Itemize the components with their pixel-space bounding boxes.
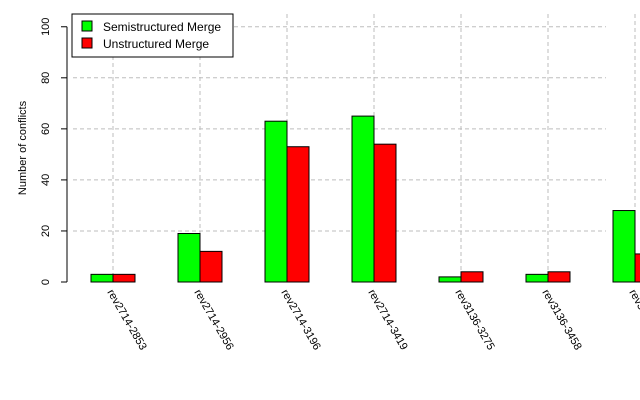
bar-semistructured-merge-rev3136-3555 bbox=[612, 210, 636, 283]
x-tick-label: rev2714-3419 bbox=[365, 288, 409, 353]
y-axis: 0 20 40 60 80 100 bbox=[40, 18, 68, 285]
bar-semistructured-merge-rev3136-3458 bbox=[525, 273, 549, 283]
y-axis-label: Number of conflicts bbox=[17, 100, 29, 195]
x-tick-label: rev2714-2956 bbox=[191, 288, 235, 353]
grid-lines bbox=[73, 14, 636, 282]
x-tick-label: rev3136-3555 bbox=[626, 288, 640, 353]
bar-unstructured-merge-rev3136-3458 bbox=[547, 271, 571, 283]
bar-unstructured-merge-rev2714-2853 bbox=[112, 273, 136, 283]
y-tick-label: 40 bbox=[40, 174, 52, 186]
bar-semistructured-merge-rev2714-2956 bbox=[177, 233, 201, 283]
bar-unstructured-merge-rev2714-2956 bbox=[199, 250, 223, 283]
legend: Semistructured Merge Unstructured Merge bbox=[71, 13, 234, 58]
bar-unstructured-merge-rev2714-3419 bbox=[373, 143, 397, 283]
bar-semistructured-merge-rev3136-3275 bbox=[438, 276, 462, 283]
x-tick-label: rev3136-3275 bbox=[452, 288, 496, 353]
x-axis-tick-labels: rev2714-2853 rev2714-2956 rev2714-3196 rev2… bbox=[104, 288, 640, 353]
bar-semistructured-merge-rev2714-2853 bbox=[90, 273, 114, 283]
x-tick-label: rev2714-2853 bbox=[104, 288, 148, 353]
x-tick-label: rev3136-3458 bbox=[539, 288, 583, 353]
legend-swatch-unstructured bbox=[81, 37, 93, 49]
y-tick-label: 80 bbox=[40, 72, 52, 84]
legend-box bbox=[71, 13, 234, 58]
legend-swatch-semistructured bbox=[81, 20, 93, 32]
bar-semistructured-merge-rev2714-3196 bbox=[264, 120, 288, 283]
y-tick-label: 100 bbox=[40, 18, 52, 36]
bar-semistructured-merge-rev2714-3419 bbox=[351, 115, 375, 283]
y-tick-label: 0 bbox=[40, 279, 52, 285]
bars bbox=[90, 115, 640, 283]
x-tick-label: rev2714-3196 bbox=[278, 288, 322, 353]
legend-label-semistructured: Semistructured Merge bbox=[103, 20, 221, 34]
bar-unstructured-merge-rev2714-3196 bbox=[286, 146, 310, 283]
bar-unstructured-merge-rev3136-3555 bbox=[634, 253, 640, 283]
legend-label-unstructured: Unstructured Merge bbox=[103, 37, 209, 51]
y-tick-label: 60 bbox=[40, 123, 52, 135]
y-tick-label: 20 bbox=[40, 225, 52, 237]
bar-unstructured-merge-rev3136-3275 bbox=[460, 271, 484, 283]
